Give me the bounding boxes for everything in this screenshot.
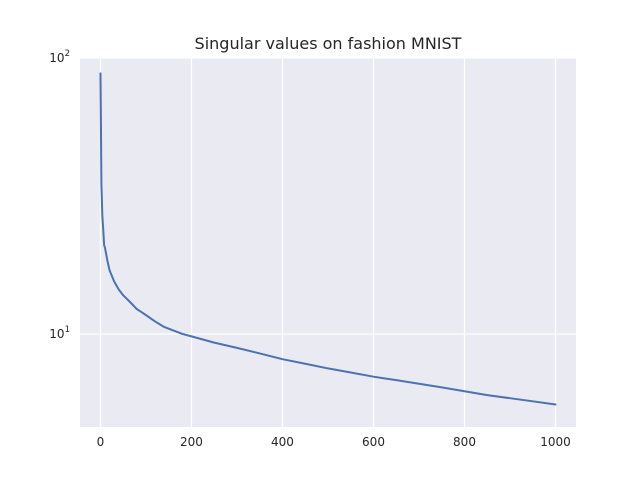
chart-title: Singular values on fashion MNIST [195, 34, 462, 53]
x-tick-label: 800 [453, 435, 476, 449]
x-tick-label: 200 [180, 435, 203, 449]
y-tick-label: 101 [49, 325, 70, 341]
series-layer [99, 72, 557, 406]
grid [80, 57, 576, 427]
x-tick-label: 1000 [540, 435, 571, 449]
y-axis-ticks: 101 102 [49, 49, 70, 341]
plot-background [80, 58, 576, 427]
x-tick-label: 600 [362, 435, 385, 449]
x-tick-label: 0 [97, 435, 105, 449]
x-tick-label: 400 [271, 435, 294, 449]
y-tick-label: 102 [49, 49, 70, 65]
series-line [99, 72, 557, 406]
x-axis-ticks: 0 200 400 600 800 1000 [97, 435, 571, 449]
